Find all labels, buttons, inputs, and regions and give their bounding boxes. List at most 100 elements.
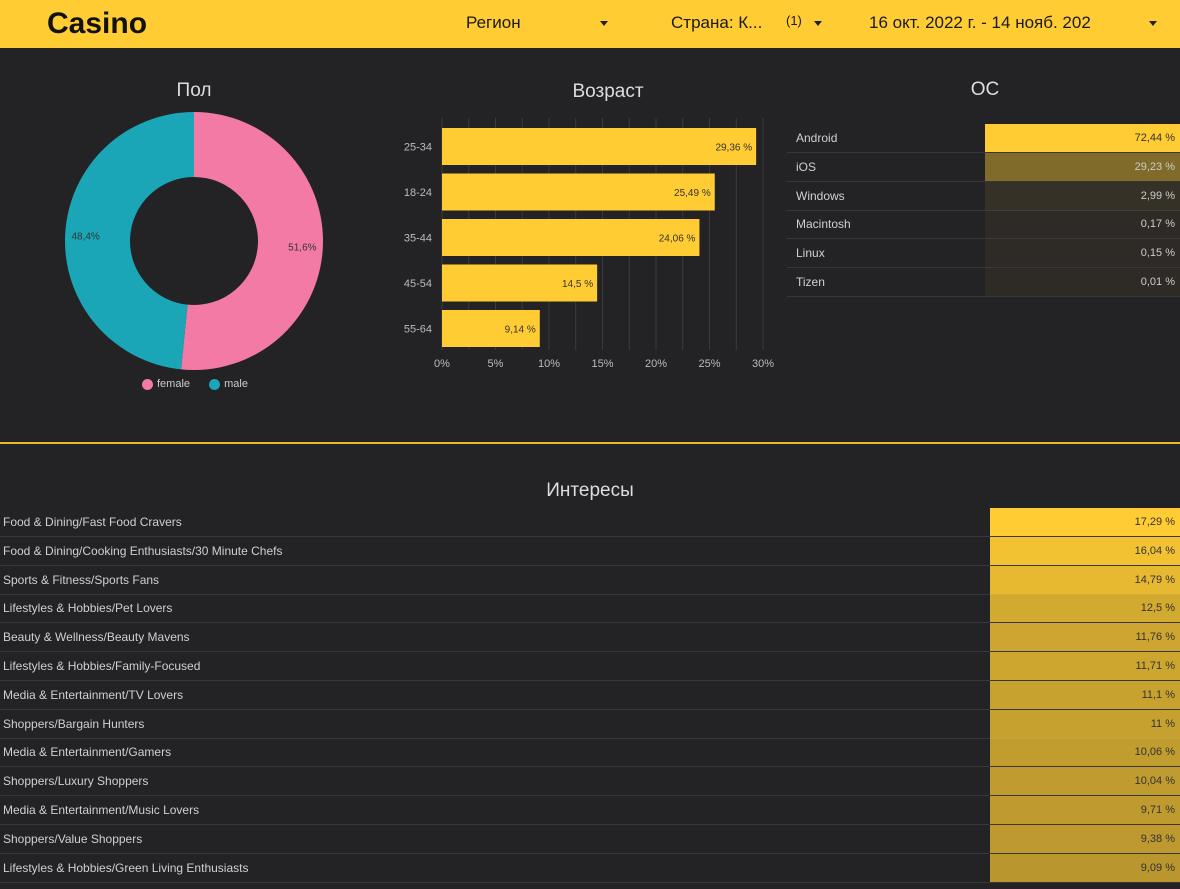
row-value: 9,71 % xyxy=(990,796,1180,824)
row-value: 0,01 % xyxy=(985,268,1180,296)
row-value: 29,23 % xyxy=(985,152,1180,181)
interests-table: Food & Dining/Fast Food Cravers 17,29 % Fo… xyxy=(0,508,1180,889)
app-title: Casino xyxy=(47,7,148,40)
row-value: 11 % xyxy=(990,709,1180,738)
country-filter-label: Страна: К... xyxy=(671,13,763,32)
donut-label-male: 48,4% xyxy=(71,232,99,243)
age-x-tick-label: 25% xyxy=(698,358,720,370)
country-dropdown-icon[interactable] xyxy=(814,21,822,26)
row-value: 10,06 % xyxy=(990,738,1180,767)
row-label: Macintosh xyxy=(796,217,851,232)
table-row: Media & Entertainment/TV Lovers 11,1 % xyxy=(0,680,1180,710)
age-x-tick-label: 5% xyxy=(488,358,504,370)
donut-slice-male xyxy=(65,112,194,370)
row-value: 0,17 % xyxy=(985,210,1180,239)
table-row: iOS 29,23 % xyxy=(787,152,1180,182)
age-bar-chart: 0% 5% 10% 15% 20% 25% 30% 25-34 29,36 % 18-24 25,4… xyxy=(404,118,774,370)
table-row: Sports & Fitness/Sports Fans 14,79 % xyxy=(0,565,1180,595)
table-row: Lifestyles & Hobbies/Family-Focused 11,71… xyxy=(0,652,1180,681)
region-filter[interactable]: Регион xyxy=(466,13,521,33)
legend-swatch-male xyxy=(209,378,221,390)
age-chart-title: Возраст xyxy=(572,81,644,102)
age-value-label: 29,36 % xyxy=(715,143,752,154)
row-label: Beauty & Wellness/Beauty Mavens xyxy=(3,630,190,645)
row-label: Lifestyles & Hobbies/Family-Focused xyxy=(3,659,201,673)
legend-label-female: female xyxy=(157,378,191,390)
legend-item-male: male xyxy=(209,378,248,390)
legend-item-female: female xyxy=(142,378,190,390)
table-row: Tizen 0,01 % xyxy=(787,268,1180,297)
os-table: Android 72,44 % iOS 29,23 % Windows 2,99 % Mac… xyxy=(787,124,1180,298)
table-row: Shoppers/Bargain Hunters 11 % xyxy=(0,709,1180,739)
row-label: Food & Dining/Fast Food Cravers xyxy=(3,515,182,529)
row-label: Sports & Fitness/Sports Fans xyxy=(3,572,160,587)
age-value-label: 9,14 % xyxy=(505,325,536,336)
table-row: Food & Dining/Cooking Enthusiasts/30 Min… xyxy=(0,536,1180,566)
row-label: Android xyxy=(796,131,838,145)
age-x-tick-label: 0% xyxy=(434,358,450,370)
table-row: Shoppers/Luxury Shoppers 10,04 % xyxy=(0,767,1180,797)
row-label: Windows xyxy=(796,188,845,203)
interests-table-title: Интересы xyxy=(546,480,634,501)
age-value-label: 24,06 % xyxy=(659,234,696,245)
row-label: Shoppers/Bargain Hunters xyxy=(3,716,145,731)
row-label: Tizen xyxy=(796,275,825,289)
row-value: 72,44 % xyxy=(985,124,1180,152)
row-value: 0,15 % xyxy=(985,239,1180,268)
legend-swatch-female xyxy=(142,378,153,390)
table-row: Lifestyles & Hobbies/Pet Lovers 12,5 % xyxy=(0,594,1180,624)
row-label: Shoppers/Luxury Shoppers xyxy=(3,774,149,789)
row-value: 9,38 % xyxy=(990,824,1180,853)
age-category-label: 25-34 xyxy=(404,142,432,154)
age-bar-18-24 xyxy=(442,173,715,211)
row-value: 12,5 % xyxy=(990,594,1180,623)
country-selected-count: (1) xyxy=(786,13,802,28)
age-bar-45-54 xyxy=(442,264,598,302)
table-row: Media & Entertainment/Music Lovers 9,71 % xyxy=(0,796,1180,825)
age-x-tick-label: 30% xyxy=(752,358,774,370)
age-value-label: 25,49 % xyxy=(674,188,711,199)
row-value: 14,79 % xyxy=(990,565,1180,594)
age-x-tick-label: 20% xyxy=(645,358,667,370)
row-label: Lifestyles & Hobbies/Pet Lovers xyxy=(3,601,173,616)
row-label: Lifestyles & Hobbies/Green Living Enthus… xyxy=(3,860,249,875)
table-row: Shoppers/Value Shoppers 9,38 % xyxy=(0,824,1180,854)
row-label: Media & Entertainment/TV Lovers xyxy=(3,687,184,702)
donut-slice-female xyxy=(181,112,324,371)
region-filter-label: Регион xyxy=(466,13,521,32)
row-value: 10,04 % xyxy=(990,767,1180,796)
row-label: Media & Entertainment/Gamers xyxy=(3,745,172,760)
age-x-tick-label: 10% xyxy=(538,358,560,370)
table-row: Android 72,44 % xyxy=(787,124,1180,153)
table-row: Macintosh 0,17 % xyxy=(787,210,1180,240)
table-row: Lifestyles & Hobbies/Green Living Enthus… xyxy=(0,853,1180,883)
age-category-label: 55-64 xyxy=(404,324,432,336)
region-dropdown-icon[interactable] xyxy=(600,21,608,26)
date-range-dropdown-icon[interactable] xyxy=(1149,21,1157,26)
age-bar-55-64 xyxy=(442,310,540,347)
country-filter[interactable]: Страна: К... xyxy=(671,13,762,33)
row-value: 16,04 % xyxy=(990,536,1180,565)
table-row: Beauty & Wellness/Beauty Mavens 11,76 % xyxy=(0,623,1180,653)
table-row: Media & Entertainment/Gamers 10,06 % xyxy=(0,738,1180,768)
date-range-filter[interactable]: 16 окт. 2022 г. - 14 нояб. 202 xyxy=(869,13,1105,33)
table-row: Linux 0,15 % xyxy=(787,239,1180,269)
legend-label-male: male xyxy=(224,378,248,390)
table-row: Food & Dining/Fast Food Cravers 17,29 % xyxy=(0,508,1180,537)
header-bar: Casino Регион Страна: К... (1) 16 окт. 2… xyxy=(0,0,1180,48)
age-x-tick-label: 15% xyxy=(591,358,613,370)
date-range-label: 16 окт. 2022 г. - 14 нояб. 202 xyxy=(869,13,1091,32)
gender-legend: female male xyxy=(142,378,264,393)
donut-label-female: 51,6% xyxy=(288,242,316,253)
age-value-label: 14,5 % xyxy=(562,279,593,290)
row-label: Food & Dining/Cooking Enthusiasts/30 Min… xyxy=(3,543,283,558)
row-label: Media & Entertainment/Music Lovers xyxy=(3,803,200,817)
table-row: Windows 2,99 % xyxy=(787,181,1180,211)
age-bar-35-44 xyxy=(442,219,700,256)
section-divider xyxy=(0,442,1180,444)
row-value: 11,76 % xyxy=(990,623,1180,652)
row-value: 2,99 % xyxy=(985,181,1180,210)
row-value: 9,09 % xyxy=(990,853,1180,882)
os-table-title: ОС xyxy=(970,79,1000,100)
age-category-label: 35-44 xyxy=(404,233,432,245)
